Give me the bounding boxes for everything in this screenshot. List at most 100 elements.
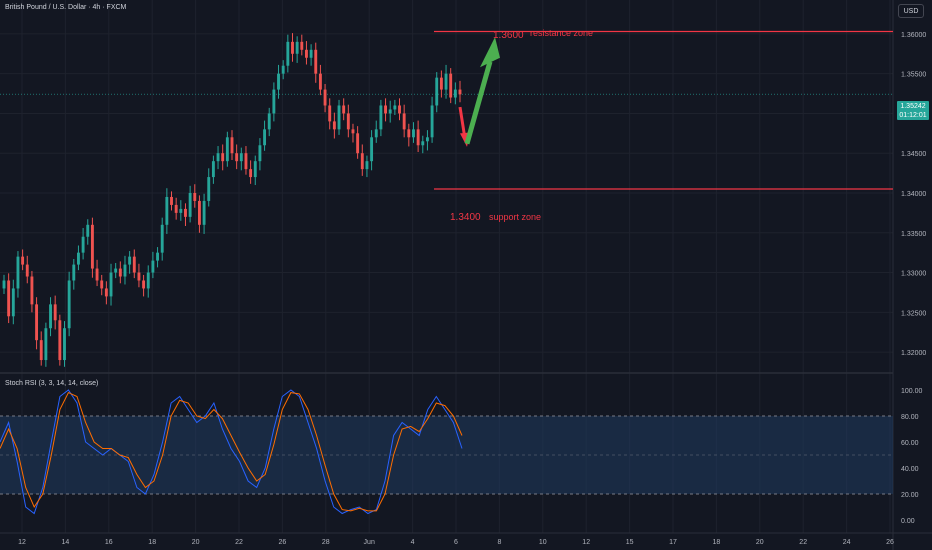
candle [77,245,80,271]
stoch-axis[interactable]: 100.00 80.00 60.00 40.00 20.00 0.00 [901,388,923,525]
candle [53,295,57,330]
candle [235,144,239,170]
time-tick-label: 18 [148,539,156,546]
candle [402,104,406,138]
candle [30,270,34,313]
candle [216,146,220,170]
candle [35,297,39,350]
candlestick-series [2,33,462,367]
candle [225,131,229,167]
candle [184,203,187,227]
candle [412,122,415,143]
candle [86,219,90,245]
price-tick-label: 1.35500 [901,72,926,79]
candle [104,281,108,305]
candle [49,297,52,337]
candle [314,42,318,83]
time-tick-label: 28 [322,539,330,546]
candle [435,72,439,113]
time-tick-label: 8 [497,539,501,546]
stoch-tick-label: 80.00 [901,414,919,421]
price-axis[interactable]: 1.360001.355001.350001.345001.340001.335… [901,32,926,357]
candle [63,321,66,367]
stoch-tick-label: 0.00 [901,518,915,525]
stoch-k-line [0,389,463,515]
time-tick-label: 17 [669,539,677,546]
candle [398,98,401,121]
symbol-title[interactable]: British Pound / U.S. Dollar · 4h · FXCM [5,4,127,11]
candle [118,261,122,284]
candle [444,64,448,99]
candle [123,255,127,285]
price-tick-label: 1.34000 [901,191,926,198]
price-tick-label: 1.32000 [901,350,926,357]
time-tick-label: 26 [886,539,894,546]
time-tick-label: 14 [62,539,70,546]
support-zone-label[interactable]: support zone [489,212,542,222]
candle [202,193,206,234]
candle [365,155,369,178]
candle [421,135,425,154]
candle [300,34,304,56]
candle [342,98,346,121]
candle [430,96,434,143]
time-tick-label: 24 [843,539,851,546]
candle [281,60,285,80]
candle [211,155,215,184]
candle [179,200,183,221]
candle [370,130,374,171]
candle [90,217,94,278]
candle [425,130,429,151]
candle [165,188,169,234]
up-arrow-icon[interactable] [464,37,500,145]
time-axis[interactable]: 12 14 16 18 20 22 26 28 Jun 4 6 8 10 12 15 17 18 20 22 24 26 [18,539,894,546]
candle [142,274,146,297]
candle [374,120,378,143]
candle [416,120,420,153]
support-price-label[interactable]: 1.3400 [450,212,481,223]
candle [207,168,211,207]
candle [128,251,132,274]
candle [356,126,360,159]
candle [11,279,15,325]
candle [7,273,11,324]
indicator-title[interactable]: Stoch RSI (3, 3, 14, 14, close) [5,380,99,387]
candle [318,64,322,96]
candle [109,263,113,306]
candle [267,107,271,137]
candle [16,251,20,298]
resistance-zone-label[interactable]: resistance zone [530,28,594,38]
candle [295,36,299,63]
candle [25,255,29,284]
time-tick-label: 22 [235,539,243,546]
candle [388,100,392,123]
time-tick-label: 26 [279,539,287,546]
candle [309,44,313,66]
price-tick-label: 1.33500 [901,231,926,238]
candle [384,98,387,122]
time-tick-label: 20 [192,539,200,546]
time-tick-label: 6 [454,539,458,546]
currency-button[interactable]: USD [898,4,924,18]
candle [67,271,71,337]
resistance-price-label[interactable]: 1.3600 [493,30,524,41]
time-tick-label: 18 [713,539,721,546]
time-tick-label: 4 [411,539,415,546]
candle [277,64,280,99]
candle [72,259,76,290]
time-tick-label: 12 [18,539,26,546]
candle [286,34,290,73]
candle [81,227,85,260]
candle [291,33,294,62]
candle [360,144,364,176]
candle [346,104,350,138]
candle [95,259,99,287]
price-tick-label: 1.33000 [901,271,926,278]
candle [393,99,397,116]
candle [253,155,257,186]
candle [337,99,341,135]
candle [2,274,6,295]
candle [272,82,276,122]
candle [44,322,48,367]
